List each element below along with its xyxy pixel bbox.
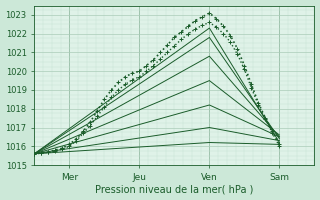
X-axis label: Pression niveau de la mer( hPa ): Pression niveau de la mer( hPa ) [95, 184, 253, 194]
